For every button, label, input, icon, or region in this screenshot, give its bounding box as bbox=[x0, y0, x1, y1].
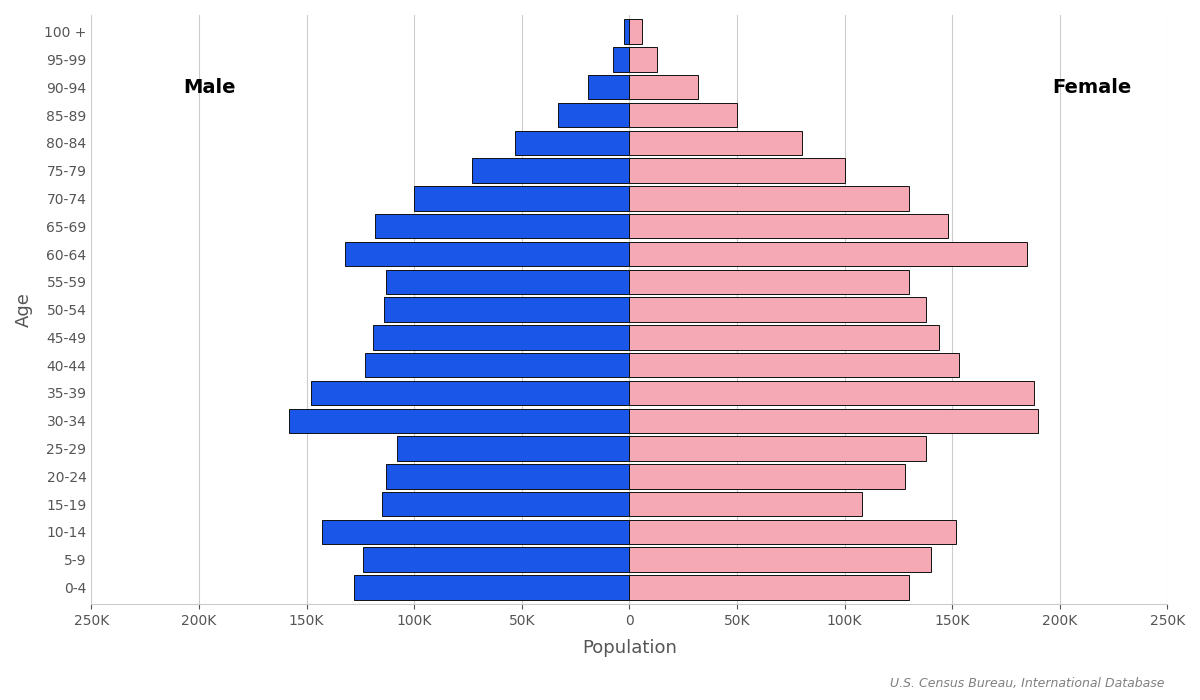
Bar bbox=[322, 519, 629, 544]
Bar bbox=[629, 409, 1038, 433]
Bar bbox=[613, 47, 629, 71]
Bar bbox=[289, 409, 629, 433]
Bar bbox=[384, 298, 629, 322]
Bar bbox=[386, 270, 629, 294]
Bar bbox=[354, 575, 629, 600]
Bar bbox=[414, 186, 629, 211]
Bar bbox=[629, 47, 658, 71]
Bar bbox=[629, 103, 737, 127]
Y-axis label: Age: Age bbox=[14, 292, 32, 327]
Bar bbox=[624, 20, 629, 44]
Bar bbox=[386, 464, 629, 489]
Bar bbox=[373, 325, 629, 349]
Bar bbox=[376, 214, 629, 239]
Bar bbox=[629, 325, 940, 349]
Bar bbox=[362, 547, 629, 572]
Bar bbox=[629, 270, 910, 294]
Bar bbox=[629, 75, 698, 99]
Bar bbox=[382, 492, 629, 517]
Bar bbox=[311, 381, 629, 405]
Bar bbox=[629, 158, 845, 183]
Bar bbox=[629, 547, 931, 572]
Bar bbox=[629, 298, 926, 322]
Bar bbox=[588, 75, 629, 99]
Text: Female: Female bbox=[1052, 78, 1132, 97]
Bar bbox=[629, 186, 910, 211]
Bar bbox=[629, 241, 1027, 266]
Bar bbox=[558, 103, 629, 127]
Bar bbox=[629, 214, 948, 239]
Bar bbox=[629, 492, 862, 517]
Bar bbox=[346, 241, 629, 266]
X-axis label: Population: Population bbox=[582, 639, 677, 657]
Bar bbox=[629, 20, 642, 44]
Bar bbox=[365, 353, 629, 377]
Bar bbox=[629, 464, 905, 489]
Bar bbox=[629, 131, 802, 155]
Bar bbox=[629, 519, 956, 544]
Bar bbox=[473, 158, 629, 183]
Bar bbox=[629, 381, 1034, 405]
Text: Male: Male bbox=[184, 78, 236, 97]
Text: U.S. Census Bureau, International Database: U.S. Census Bureau, International Databa… bbox=[889, 676, 1164, 690]
Bar bbox=[629, 353, 959, 377]
Bar bbox=[515, 131, 629, 155]
Bar bbox=[629, 575, 910, 600]
Bar bbox=[629, 436, 926, 461]
Bar bbox=[397, 436, 629, 461]
